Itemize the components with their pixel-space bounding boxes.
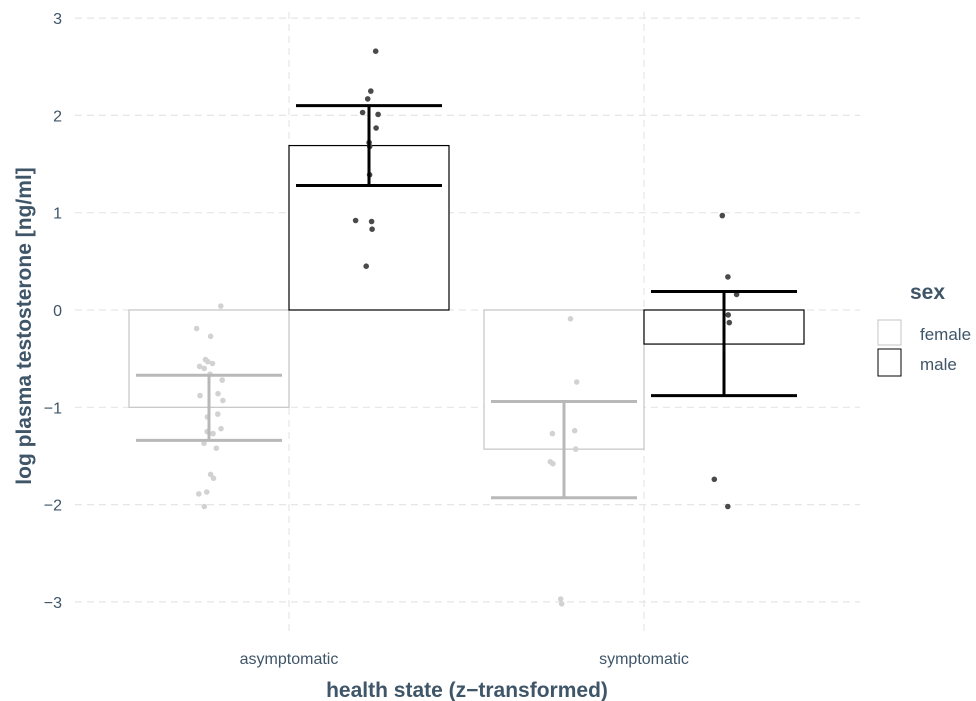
point-female-asymptomatic-5: [209, 360, 216, 367]
point-female-symptomatic-0: [567, 316, 574, 322]
point-female-asymptomatic-0: [218, 303, 224, 309]
point-male-asymptomatic-0: [372, 48, 379, 54]
bars: [128, 144, 805, 450]
x-axis-title: health state (z−transformed): [326, 679, 608, 701]
point-female-asymptomatic-6: [196, 363, 203, 370]
point-female-asymptomatic-17: [210, 430, 216, 437]
y-tick-label-6: 3: [53, 11, 62, 28]
legend-label-male: male: [920, 355, 957, 374]
point-female-asymptomatic-22: [203, 489, 210, 495]
point-female-asymptomatic-19: [213, 445, 220, 452]
y-tick-label-4: 1: [53, 206, 62, 223]
y-axis-title: log plasma testosterone [ng/ml]: [13, 167, 36, 484]
point-male-symptomatic-1: [725, 274, 731, 280]
axis-ticks: −3 −2 −1 0 1 2 3 asymptomatic symptomatic: [44, 11, 689, 668]
point-female-asymptomatic-2: [207, 333, 214, 340]
x-tick-label-0: asymptomatic: [240, 651, 339, 668]
point-female-asymptomatic-10: [215, 390, 221, 397]
point-female-asymptomatic-24: [201, 503, 208, 510]
point-female-asymptomatic-20: [207, 471, 214, 478]
point-female-symptomatic-3: [549, 430, 556, 437]
y-tick-label-1: −2: [44, 498, 62, 515]
point-male-asymptomatic-3: [359, 109, 366, 116]
point-female-symptomatic-1: [573, 379, 580, 385]
point-female-asymptomatic-23: [196, 491, 202, 497]
legend-label-female: female: [920, 325, 971, 344]
point-male-symptomatic-6: [725, 503, 731, 510]
point-male-symptomatic-4: [726, 319, 733, 326]
y-tick-label-3: 0: [53, 303, 62, 320]
x-tick-label-1: symptomatic: [599, 651, 689, 668]
error-bars: [136, 104, 797, 500]
point-female-asymptomatic-4: [204, 358, 211, 365]
legend: sex female male: [877, 281, 971, 377]
point-male-asymptomatic-12: [363, 263, 370, 270]
point-female-asymptomatic-15: [218, 425, 224, 432]
y-tick-label-0: −3: [44, 595, 62, 612]
point-female-asymptomatic-12: [220, 397, 226, 404]
point-female-symptomatic-7: [557, 596, 564, 602]
point-female-asymptomatic-7: [201, 365, 207, 372]
data-points: [193, 48, 740, 607]
legend-title: sex: [910, 281, 945, 304]
point-female-symptomatic-6: [550, 460, 556, 467]
point-male-asymptomatic-11: [369, 226, 375, 232]
point-female-symptomatic-8: [558, 601, 565, 607]
legend-swatch-male: [877, 348, 902, 377]
point-male-asymptomatic-2: [364, 96, 371, 102]
point-female-symptomatic-2: [571, 427, 578, 434]
point-female-asymptomatic-21: [210, 475, 217, 482]
point-male-symptomatic-0: [719, 212, 726, 219]
point-male-asymptomatic-10: [368, 218, 375, 225]
point-male-asymptomatic-1: [368, 88, 374, 94]
point-female-asymptomatic-18: [201, 440, 207, 447]
point-male-symptomatic-5: [711, 476, 718, 483]
legend-swatch-female: [877, 319, 902, 346]
point-female-asymptomatic-11: [197, 392, 203, 399]
y-tick-label-2: −1: [44, 400, 62, 417]
point-female-asymptomatic-1: [193, 325, 200, 332]
point-female-asymptomatic-9: [219, 377, 225, 383]
y-tick-label-5: 2: [53, 108, 62, 125]
point-male-asymptomatic-9: [352, 217, 359, 224]
point-male-asymptomatic-5: [373, 125, 379, 131]
point-male-symptomatic-3: [725, 312, 731, 318]
point-female-symptomatic-4: [572, 446, 579, 452]
point-female-asymptomatic-13: [215, 411, 221, 417]
point-male-asymptomatic-4: [375, 111, 381, 118]
